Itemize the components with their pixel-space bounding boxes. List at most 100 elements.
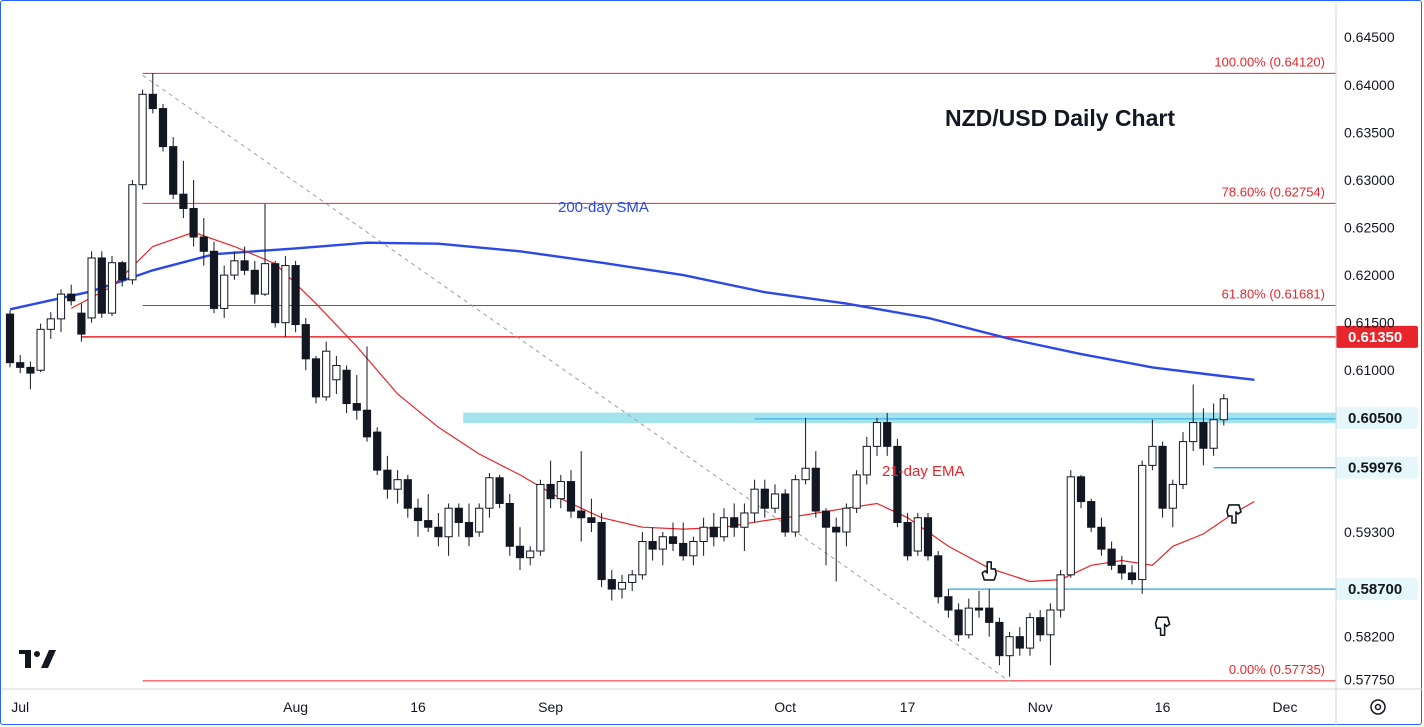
price-tag-label: 0.58700 [1348,581,1402,598]
candle-body [322,350,331,398]
x-tick-label: Nov [1028,699,1053,715]
candle [526,546,535,566]
ema-21-path [70,231,1255,583]
candle-body [281,265,290,324]
candle [424,493,433,532]
candle [383,455,392,499]
x-tick-label: Oct [774,699,796,715]
candle-body [495,477,504,504]
candle-body [77,312,86,335]
candle-body [546,483,555,500]
candle [301,317,310,371]
x-tick-label: 17 [900,699,916,715]
candle [220,265,229,318]
candle-body [230,260,239,276]
y-tick-label: 0.59300 [1344,524,1395,540]
candle [1148,419,1157,471]
x-tick-label: Jul [11,699,29,715]
y-tick-label: 0.61000 [1344,362,1395,378]
candle [740,503,749,552]
candle [148,73,157,114]
candle [791,474,800,537]
pointing-hand-icon [1226,504,1242,524]
candle-body [628,574,637,583]
candle-body [373,431,382,471]
candle [322,341,331,401]
candle [169,137,178,199]
candle [587,498,596,532]
candle [260,203,270,297]
price-tag-bg [1336,325,1418,348]
candle-body [1178,441,1188,485]
candle-body [699,526,708,543]
candle-body [291,265,300,326]
candle-body [393,479,402,490]
candle [485,473,494,518]
candle [199,217,208,266]
candle-body [444,507,453,538]
candle [1087,498,1096,532]
candle-body [1025,617,1035,649]
candle [923,512,933,561]
candle-body [434,526,443,538]
price-tag: 0.61350 [1336,325,1418,348]
candle-body [301,324,310,360]
candle-body [158,108,168,148]
candle-body [311,358,321,398]
candle-body [220,274,229,309]
candle [1066,470,1075,578]
candle-body [87,257,96,319]
tradingview-logo-icon[interactable] [19,650,56,668]
y-tick-label: 0.64000 [1344,77,1395,93]
settings-icon[interactable] [1370,699,1386,715]
fib-label: 78.60% (0.62754) [1222,184,1325,199]
candle [352,374,361,420]
y-tick-label: 0.62500 [1344,220,1395,236]
candle [36,323,45,373]
candle [1219,394,1228,426]
candle [342,365,351,414]
candle-body [26,366,35,374]
candle [403,474,412,518]
candle [709,512,718,547]
candle [230,251,239,280]
candle-body [250,269,259,295]
candle [46,312,55,339]
candle [189,179,198,247]
candle [1005,631,1014,677]
candle-body [893,445,902,523]
sma-200-path [9,241,1255,381]
candle [811,451,820,518]
x-tick-label: 16 [410,699,426,715]
candle [689,536,698,566]
y-tick-label: 0.64500 [1344,29,1395,45]
candle-body [107,262,117,314]
candle-body [169,146,178,195]
candle [271,260,280,328]
candle-body [56,293,66,320]
candle-body [1127,572,1137,581]
candle [118,260,127,287]
candle [1056,570,1065,618]
candle [475,503,484,537]
candle [413,498,423,537]
candle-body [679,542,688,557]
candle [536,479,545,556]
candle [577,451,586,542]
candle-body [526,550,535,559]
candle [1178,432,1188,490]
candle [781,489,790,537]
candle-body [1148,445,1157,466]
candle [699,517,708,556]
candle-body [148,93,157,110]
candle [1036,610,1045,642]
candle [556,474,565,509]
candle-body [913,517,922,552]
candle-body [821,510,831,528]
price-tag: 0.60500 [1336,406,1418,429]
candle-body [597,521,606,581]
candle-body [454,507,463,523]
candle [719,508,729,542]
